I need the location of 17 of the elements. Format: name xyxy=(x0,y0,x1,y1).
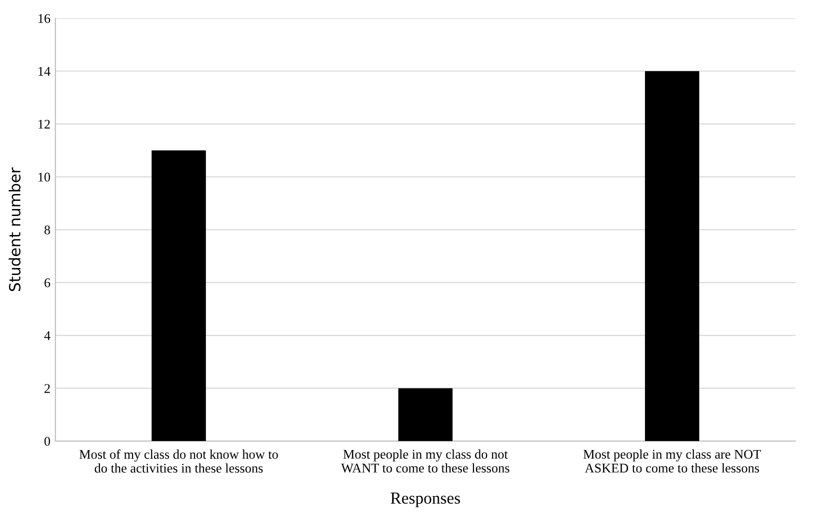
y-axis-title: Student number xyxy=(8,167,21,291)
y-tick-label: 2 xyxy=(44,384,50,393)
y-tick-label: 10 xyxy=(38,172,50,182)
bar xyxy=(152,150,206,442)
y-tick-label: 0 xyxy=(44,436,50,446)
x-tick-label: Most people in my class do not WANT to come to these lessons xyxy=(341,449,510,473)
x-axis-title: Responses xyxy=(390,492,460,508)
bar xyxy=(644,71,700,442)
y-tick-label: 6 xyxy=(44,278,50,288)
y-tick-label: 4 xyxy=(44,331,50,340)
y-tick-label: 16 xyxy=(38,14,50,23)
y-tick-label: 14 xyxy=(38,66,50,76)
x-tick-label: Most of my class do not know how to do the activities in these lessons xyxy=(79,449,278,473)
x-tick-label: Most people in my class are NOT ASKED to come to these lessons xyxy=(583,449,761,473)
y-tick-label: 8 xyxy=(44,225,50,234)
bar xyxy=(398,388,453,442)
y-tick-label: 12 xyxy=(38,120,50,129)
